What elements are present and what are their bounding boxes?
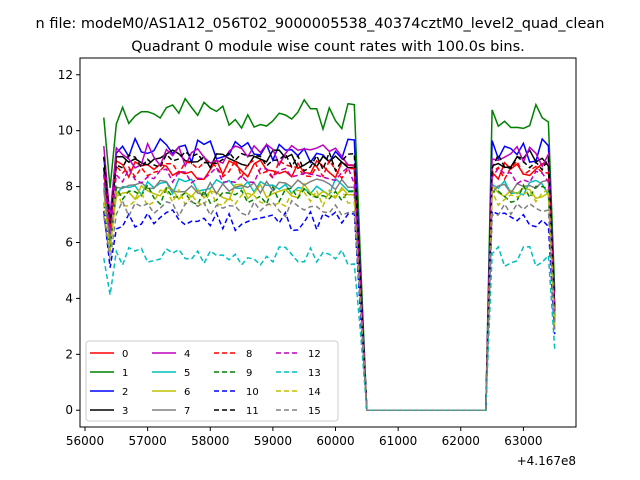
legend-label: 0 xyxy=(122,349,128,360)
legend-label: 4 xyxy=(184,349,190,360)
x-tick-label: 61000 xyxy=(379,434,417,448)
y-tick-label: 0 xyxy=(65,403,73,417)
legend-label: 7 xyxy=(184,406,190,417)
x-offset-label: +4.167e8 xyxy=(517,454,576,468)
x-tick-label: 59000 xyxy=(254,434,292,448)
legend-label: 11 xyxy=(246,406,259,417)
x-tick-label: 58000 xyxy=(191,434,229,448)
y-tick-label: 12 xyxy=(58,68,73,82)
x-tick-label: 57000 xyxy=(129,434,167,448)
legend-label: 3 xyxy=(122,406,128,417)
legend-label: 5 xyxy=(184,368,190,379)
y-tick-label: 10 xyxy=(58,124,73,138)
legend-label: 2 xyxy=(122,387,128,398)
legend-label: 10 xyxy=(246,387,259,398)
legend-label: 9 xyxy=(246,368,252,379)
x-tick-label: 60000 xyxy=(316,434,354,448)
y-tick-label: 2 xyxy=(65,347,73,361)
x-tick-label: 63000 xyxy=(504,434,542,448)
legend-label: 1 xyxy=(122,368,128,379)
legend-box xyxy=(85,340,339,422)
series-line-15 xyxy=(103,199,556,411)
y-tick-label: 8 xyxy=(65,180,73,194)
legend-label: 8 xyxy=(246,349,252,360)
legend-label: 13 xyxy=(308,368,321,379)
legend-label: 15 xyxy=(308,406,321,417)
x-tick-label: 56000 xyxy=(66,434,104,448)
series-layer xyxy=(103,97,556,411)
y-tick-label: 6 xyxy=(65,236,73,250)
legend-label: 12 xyxy=(308,349,321,360)
axes-layer: 56000 57000 58000 59000 60000 61000 62000 63000… xyxy=(58,68,543,448)
x-tick-label: 62000 xyxy=(442,434,480,448)
chart-suptitle: n file: modeM0/AS1A12_056T02_9000005538_… xyxy=(36,16,605,32)
legend-label: 14 xyxy=(308,387,321,398)
series-line-13 xyxy=(103,245,556,411)
legend-label: 6 xyxy=(184,387,190,398)
chart-title: Quadrant 0 module wise count rates with … xyxy=(131,39,525,55)
y-tick-label: 4 xyxy=(65,291,73,305)
series-line-8 xyxy=(103,158,556,411)
